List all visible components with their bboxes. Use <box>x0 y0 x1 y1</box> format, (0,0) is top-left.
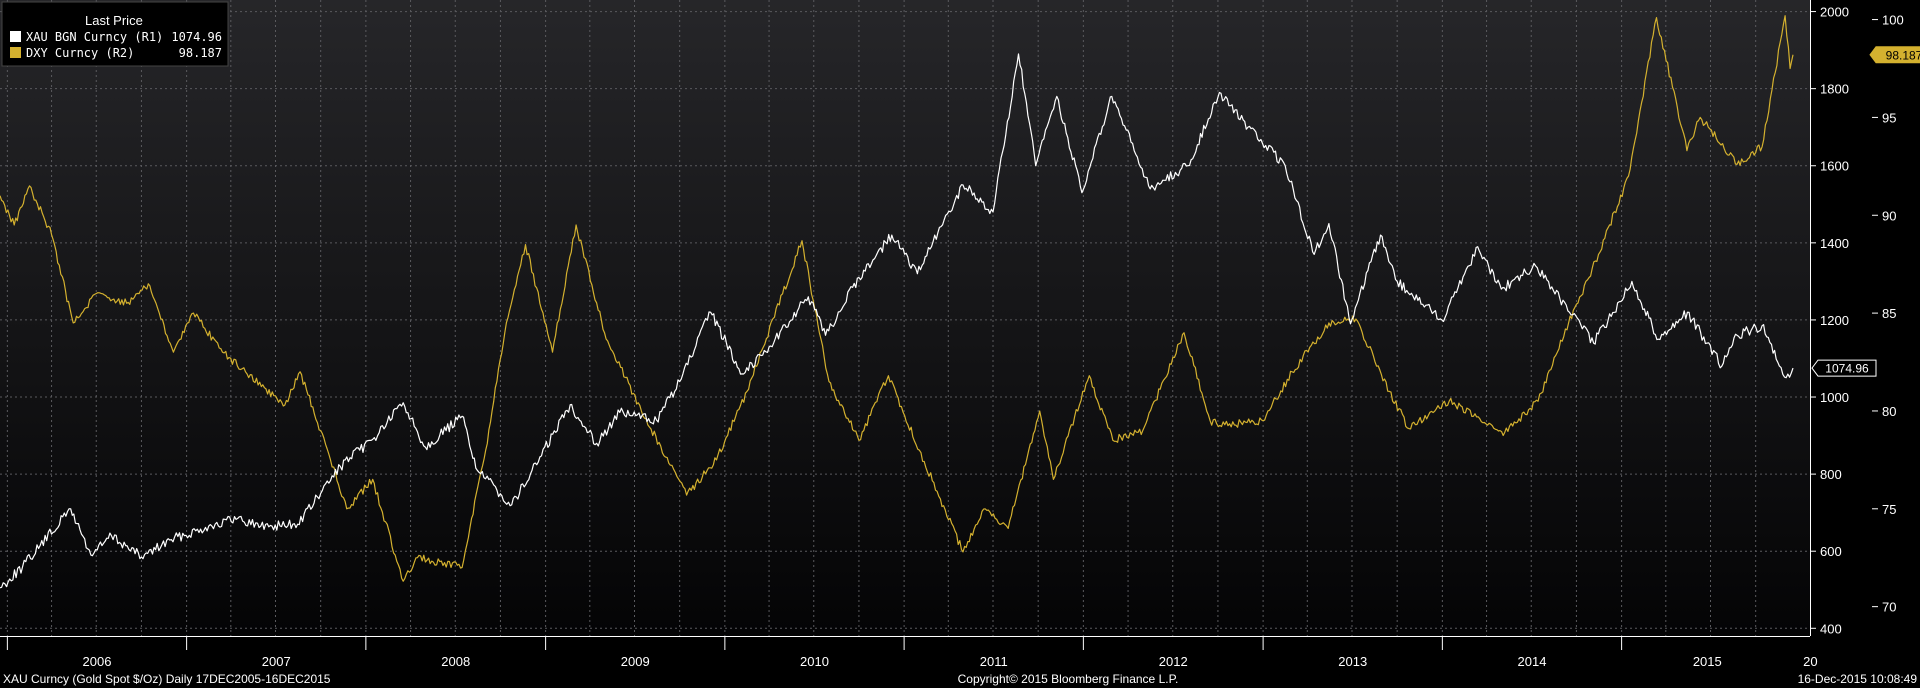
r1-tick-label: 1400 <box>1820 236 1849 251</box>
x-tick-label: 2006 <box>83 654 112 669</box>
last-value-labels: 98.187 1074.96 <box>1811 46 1920 377</box>
x-tick-label: 2010 <box>800 654 829 669</box>
legend-entry-dxy-value: 98.187 <box>179 46 222 60</box>
x-tick-label: 2009 <box>621 654 650 669</box>
legend-title: Last Price <box>85 13 143 28</box>
footer-copyright: Copyright© 2015 Bloomberg Finance L.P. <box>958 672 1179 686</box>
x-tick-label: 2007 <box>262 654 291 669</box>
grid-lines <box>0 0 1810 636</box>
last-value-label-dxy: 98.187 <box>1886 48 1920 62</box>
x-tick-label: 2012 <box>1159 654 1188 669</box>
r1-tick-label: 800 <box>1820 467 1842 482</box>
r2-axis: 70 75 80 85 90 95 100 <box>1872 13 1904 615</box>
r1-tick-label: 600 <box>1820 544 1842 559</box>
legend-entry-dxy-label: DXY Curncy (R2) <box>26 46 134 60</box>
r2-tick-label: 90 <box>1882 208 1896 223</box>
x-tick-label: 2011 <box>980 654 1008 669</box>
legend-swatch-dxy <box>10 47 21 58</box>
footer-timestamp: 16-Dec-2015 10:08:49 <box>1798 672 1918 686</box>
r2-tick-label: 75 <box>1882 502 1896 517</box>
last-value-label-xau: 1074.96 <box>1825 362 1869 376</box>
footer-security-info: XAU Curncy (Gold Spot $/Oz) Daily 17DEC2… <box>3 672 331 686</box>
legend-box <box>1 1 229 67</box>
footer: XAU Curncy (Gold Spot $/Oz) Daily 17DEC2… <box>3 672 1917 686</box>
r1-tick-label: 1200 <box>1820 313 1849 328</box>
x-tick-label: 2008 <box>441 654 470 669</box>
x-tick-label: 2013 <box>1338 654 1367 669</box>
legend-entry-xau-label: XAU BGN Curncy (R1) <box>26 30 163 44</box>
plot-background <box>0 0 1810 636</box>
series-line-xau <box>0 53 1794 589</box>
x-tick-label: 2014 <box>1518 654 1547 669</box>
legend-entry-xau-value: 1074.96 <box>171 30 222 44</box>
x-tick-label: 20 <box>1803 654 1817 669</box>
last-value-tag-dxy <box>1869 46 1920 64</box>
r1-tick-label: 1800 <box>1820 82 1849 97</box>
x-tick-label: 2015 <box>1693 654 1722 669</box>
r2-tick-label: 95 <box>1882 110 1896 125</box>
x-axis-band <box>0 636 1810 670</box>
r1-tick-label: 400 <box>1820 621 1842 636</box>
legend: Last Price XAU BGN Curncy (R1) 1074.96 D… <box>1 1 229 67</box>
last-value-tag-xau <box>1811 359 1877 377</box>
series-line-dxy <box>0 15 1794 582</box>
r1-tick-label: 2000 <box>1820 5 1849 20</box>
r2-tick-label: 100 <box>1882 13 1904 28</box>
x-axis: 2006 2007 2008 2009 2010 2011 2012 2013 2014 2015… <box>0 636 1818 670</box>
series-layer <box>0 15 1794 589</box>
r2-tick-label: 80 <box>1882 404 1896 419</box>
r1-axis: 400 600 800 1000 1200 1400 1600 1800 2000 <box>1810 5 1849 636</box>
r2-tick-label: 70 <box>1882 600 1896 615</box>
legend-swatch-xau <box>10 31 21 42</box>
r1-tick-label: 1000 <box>1820 390 1849 405</box>
r1-tick-label: 1600 <box>1820 159 1849 174</box>
r2-tick-label: 85 <box>1882 306 1896 321</box>
